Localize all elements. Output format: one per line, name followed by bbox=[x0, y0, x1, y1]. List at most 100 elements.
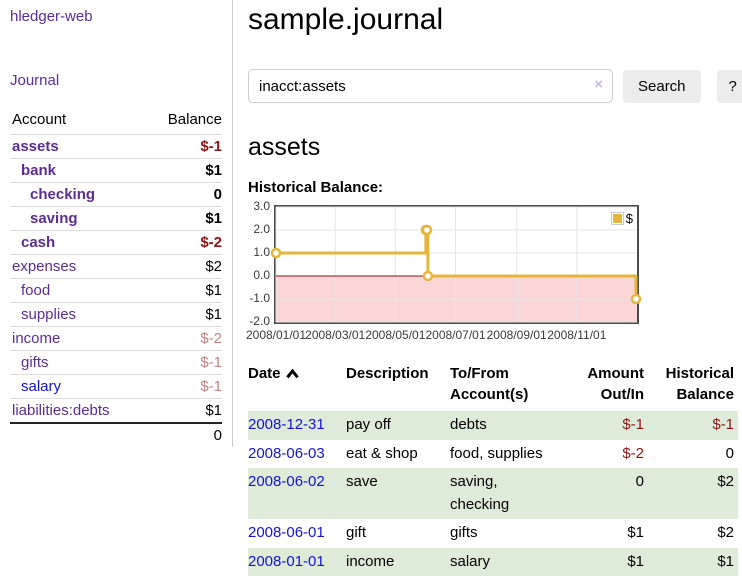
account-link[interactable]: salary bbox=[21, 378, 62, 395]
y-axis-tick: 2.0 bbox=[253, 222, 270, 236]
register-balance-cell: $1 bbox=[717, 552, 734, 570]
x-axis-tick: 2008/11/01 bbox=[547, 328, 607, 342]
account-link[interactable]: expenses bbox=[12, 258, 77, 275]
register-table-body: 2008-12-31 pay off debts $-1 $-1 2008-06-03 ea… bbox=[248, 411, 738, 576]
search-button[interactable]: Search bbox=[623, 69, 701, 103]
register-header-date[interactable]: Date bbox=[248, 361, 346, 411]
account-link[interactable]: food bbox=[21, 282, 51, 299]
chart-plot: $ bbox=[270, 205, 642, 324]
x-axis-tick: 2008/01/01 bbox=[245, 328, 307, 342]
register-description-cell: gift bbox=[346, 524, 367, 541]
search-input[interactable] bbox=[248, 69, 613, 103]
account-link[interactable]: saving bbox=[30, 210, 78, 227]
register-date-cell: 2008-06-03 bbox=[248, 440, 346, 469]
legend-swatch-icon bbox=[610, 212, 624, 225]
register-accounts-cell: saving, checking bbox=[450, 473, 510, 513]
account-balance: $1 bbox=[145, 278, 222, 303]
legend-label: $ bbox=[625, 211, 633, 226]
account-link[interactable]: income bbox=[12, 330, 61, 347]
account-balance: $1 bbox=[145, 158, 222, 183]
transaction-date-link[interactable]: 2008-06-02 bbox=[248, 473, 325, 490]
account-balance: $2 bbox=[145, 254, 222, 279]
accounts-table-body: assets $-1 bank $1 checking 0 saving $1 cash $-2 e… bbox=[10, 134, 222, 423]
register-accounts-cell: debts bbox=[450, 416, 487, 433]
register-table: Date Description To/From Account(s) Amou… bbox=[248, 361, 738, 576]
register-header-row: Date Description To/From Account(s) Amou… bbox=[248, 361, 738, 411]
register-description-cell: pay off bbox=[346, 416, 391, 433]
account-name-cell: cash bbox=[10, 230, 146, 255]
register-row: 2008-06-02 save saving, checking 0 $2 bbox=[248, 468, 738, 519]
accounts-header-balance: Balance bbox=[167, 111, 222, 128]
account-row: cash $-2 bbox=[10, 230, 222, 255]
y-axis-tick: -2.0 bbox=[249, 314, 270, 328]
register-header-accounts: To/From Account(s) bbox=[450, 365, 529, 403]
account-name-cell: assets bbox=[10, 134, 146, 159]
account-row: liabilities:debts $1 bbox=[10, 398, 222, 423]
register-row: 2008-06-03 eat & shop food, supplies $-2 0 bbox=[248, 440, 738, 469]
account-name-cell: expenses bbox=[10, 254, 146, 279]
account-name-cell: supplies bbox=[10, 302, 146, 327]
transaction-date-link[interactable]: 2008-06-03 bbox=[248, 444, 325, 462]
x-axis-tick: 2008/03/01 bbox=[305, 328, 366, 342]
account-name-cell: income bbox=[10, 326, 146, 351]
y-axis-tick: 3.0 bbox=[253, 199, 270, 213]
transaction-date-link[interactable]: 2008-06-01 bbox=[248, 524, 325, 541]
account-name-cell: checking bbox=[10, 182, 146, 207]
account-balance: $1 bbox=[145, 398, 222, 423]
transaction-date-link[interactable]: 2008-12-31 bbox=[248, 416, 325, 433]
accounts-header-account: Account bbox=[12, 111, 67, 128]
accounts-total-row: 0 bbox=[10, 422, 222, 447]
chart-heading: Historical Balance: bbox=[248, 179, 384, 196]
register-accounts-cell: salary bbox=[450, 552, 491, 570]
transaction-date-link[interactable]: 2008-01-01 bbox=[248, 552, 325, 570]
account-balance: 0 bbox=[145, 182, 222, 207]
x-axis-tick: 2008/07/01 bbox=[425, 328, 486, 342]
account-row: bank $1 bbox=[10, 158, 222, 183]
account-row: supplies $1 bbox=[10, 302, 222, 327]
register-amount-cell: $-1 bbox=[622, 416, 644, 433]
register-description-cell: save bbox=[346, 473, 378, 490]
accounts-table: Account Balance assets $-1 bank $1 checking 0… bbox=[10, 108, 222, 447]
chart-svg bbox=[270, 206, 642, 323]
register-balance-cell: $2 bbox=[717, 524, 734, 541]
page-title: sample.journal bbox=[248, 3, 444, 36]
y-axis-tick: -1.0 bbox=[249, 291, 270, 305]
help-button[interactable]: ? bbox=[716, 69, 742, 103]
account-balance: $-1 bbox=[145, 374, 222, 399]
account-link[interactable]: cash bbox=[21, 234, 56, 251]
main-content: sample.journal × Search ? assets Histori… bbox=[233, 0, 742, 586]
account-name-cell: bank bbox=[10, 158, 146, 183]
search-input-wrap: × bbox=[248, 69, 613, 103]
account-link[interactable]: supplies bbox=[21, 306, 77, 323]
accounts-table-header-row: Account Balance bbox=[10, 108, 222, 135]
accounts-total-spacer bbox=[10, 422, 146, 447]
account-row: checking 0 bbox=[10, 182, 222, 207]
register-description-cell: eat & shop bbox=[346, 444, 418, 462]
register-amount-cell: 0 bbox=[635, 473, 644, 490]
app-brand-link[interactable]: hledger-web bbox=[10, 8, 93, 25]
account-row: salary $-1 bbox=[10, 374, 222, 399]
sidebar-item-journal[interactable]: Journal bbox=[10, 72, 60, 89]
account-link[interactable]: bank bbox=[21, 162, 57, 179]
y-axis-tick: 1.0 bbox=[253, 245, 270, 259]
register-header-balance: Historical Balance bbox=[665, 365, 734, 403]
register-row: 2008-01-01 income salary $1 $1 bbox=[248, 547, 738, 576]
account-link[interactable]: gifts bbox=[21, 354, 49, 371]
account-heading: assets bbox=[248, 133, 321, 161]
x-axis-tick: 2008/05/01 bbox=[365, 328, 426, 342]
account-link[interactable]: assets bbox=[12, 138, 59, 155]
y-axis-tick: 0.0 bbox=[253, 268, 270, 282]
register-amount-cell: $1 bbox=[627, 524, 644, 541]
account-name-cell: gifts bbox=[10, 350, 146, 375]
account-name-cell: salary bbox=[10, 374, 146, 399]
x-axis-tick: 2008/09/01 bbox=[486, 328, 547, 342]
register-accounts-cell: food, supplies bbox=[450, 444, 543, 462]
account-balance: $1 bbox=[145, 302, 222, 327]
register-row: 2008-06-01 gift gifts $1 $2 bbox=[248, 519, 738, 548]
account-link[interactable]: checking bbox=[30, 186, 96, 203]
account-link[interactable]: liabilities:debts bbox=[12, 402, 110, 419]
sort-ascending-icon bbox=[285, 368, 299, 379]
register-row: 2008-12-31 pay off debts $-1 $-1 bbox=[248, 411, 738, 440]
clear-search-icon[interactable]: × bbox=[594, 76, 603, 93]
